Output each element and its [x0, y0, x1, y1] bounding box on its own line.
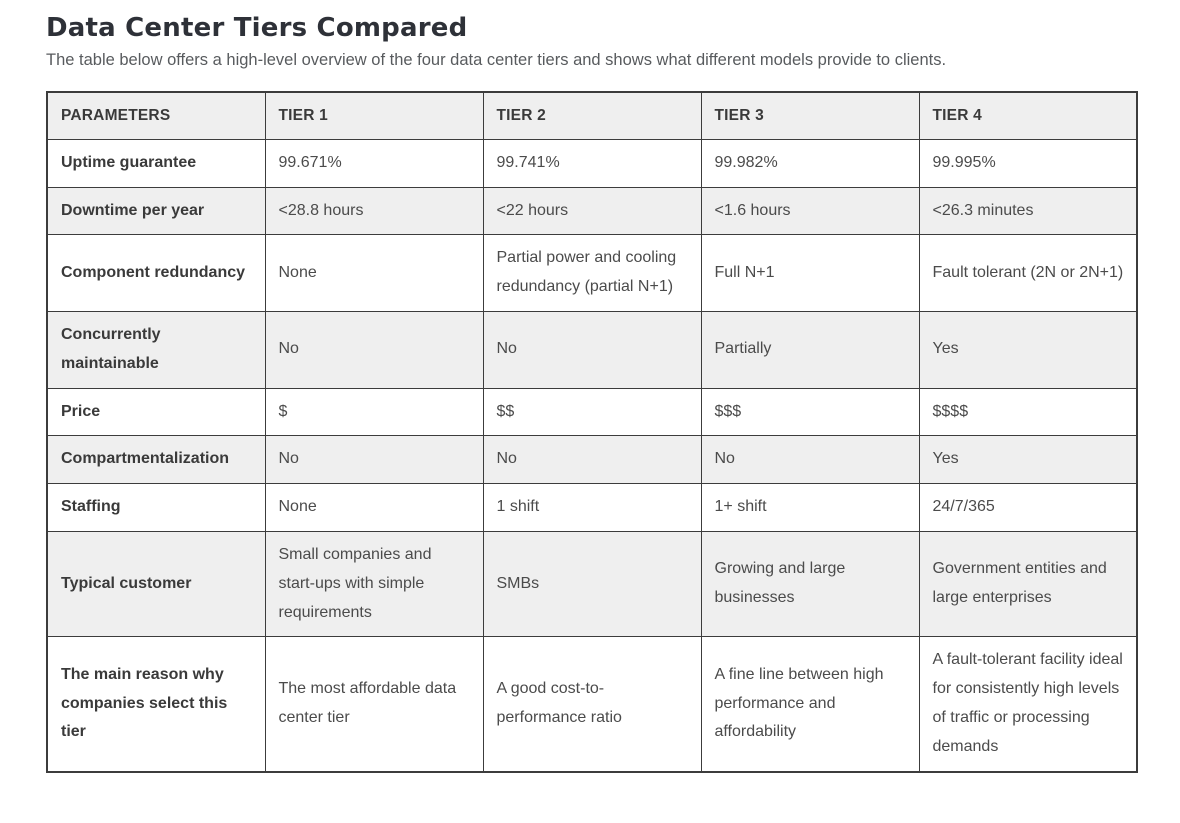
cell-value: <26.3 minutes	[918, 186, 1138, 236]
table-row: The main reason why companies select thi…	[46, 636, 1138, 773]
cell-value: No	[264, 435, 484, 485]
col-header-tier-4: TIER 4	[918, 91, 1138, 140]
row-label: Component redundancy	[46, 234, 266, 313]
header-row: PARAMETERS TIER 1 TIER 2 TIER 3 TIER 4	[46, 91, 1138, 140]
row-label: Typical customer	[46, 531, 266, 638]
col-header-tier-3: TIER 3	[700, 91, 920, 140]
cell-value: None	[264, 483, 484, 533]
cell-value: No	[482, 435, 702, 485]
cell-value: $$	[482, 387, 702, 437]
table-head: PARAMETERS TIER 1 TIER 2 TIER 3 TIER 4	[46, 91, 1138, 140]
row-label: Staffing	[46, 483, 266, 533]
cell-value: 99.995%	[918, 138, 1138, 188]
table-row: Price $ $$ $$$ $$$$	[46, 387, 1138, 437]
cell-value: A fine line between high performance and…	[700, 636, 920, 773]
col-header-tier-1: TIER 1	[264, 91, 484, 140]
page-subtitle: The table below offers a high-level over…	[46, 51, 947, 69]
table-row: Component redundancy None Partial power an…	[46, 234, 1138, 313]
row-label: Downtime per year	[46, 186, 266, 236]
cell-value: No	[482, 311, 702, 389]
cell-value: Partial power and cooling redundancy (pa…	[482, 234, 702, 313]
cell-value: Partially	[700, 311, 920, 389]
cell-value: None	[264, 234, 484, 313]
cell-value: 99.741%	[482, 138, 702, 188]
table-body: Uptime guarantee 99.671% 99.741% 99.982% 99.…	[46, 138, 1138, 773]
table-row: Compartmentalization No No No Yes	[46, 435, 1138, 485]
table-row: Downtime per year <28.8 hours <22 hours <1.…	[46, 186, 1138, 236]
cell-value: Government entities and large enterprise…	[918, 531, 1138, 638]
cell-value: $	[264, 387, 484, 437]
data-center-tiers-table: PARAMETERS TIER 1 TIER 2 TIER 3 TIER 4 Uptim…	[46, 91, 1138, 773]
cell-value: The most affordable data center tier	[264, 636, 484, 773]
cell-value: Full N+1	[700, 234, 920, 313]
table-row: Uptime guarantee 99.671% 99.741% 99.982% 99.…	[46, 138, 1138, 188]
cell-value: No	[700, 435, 920, 485]
row-label: The main reason why companies select thi…	[46, 636, 266, 773]
row-label: Compartmentalization	[46, 435, 266, 485]
cell-value: Fault tolerant (2N or 2N+1)	[918, 234, 1138, 313]
row-label: Concurrently maintainable	[46, 311, 266, 389]
cell-value: <1.6 hours	[700, 186, 920, 236]
cell-value: No	[264, 311, 484, 389]
table-row: Typical customer Small companies and star…	[46, 531, 1138, 638]
table-row: Concurrently maintainable No No Partially Ye…	[46, 311, 1138, 389]
cell-value: 24/7/365	[918, 483, 1138, 533]
cell-value: $$$$	[918, 387, 1138, 437]
cell-value: 1 shift	[482, 483, 702, 533]
cell-value: <22 hours	[482, 186, 702, 236]
col-header-parameters: PARAMETERS	[46, 91, 266, 140]
cell-value: SMBs	[482, 531, 702, 638]
page-title: Data Center Tiers Compared	[46, 13, 468, 43]
table-row: Staffing None 1 shift 1+ shift 24/7/365	[46, 483, 1138, 533]
col-header-tier-2: TIER 2	[482, 91, 702, 140]
cell-value: A fault-tolerant facility ideal for cons…	[918, 636, 1138, 773]
cell-value: Yes	[918, 311, 1138, 389]
cell-value: A good cost-to-performance ratio	[482, 636, 702, 773]
cell-value: 99.671%	[264, 138, 484, 188]
cell-value: Yes	[918, 435, 1138, 485]
row-label: Uptime guarantee	[46, 138, 266, 188]
row-label: Price	[46, 387, 266, 437]
cell-value: 1+ shift	[700, 483, 920, 533]
cell-value: Growing and large businesses	[700, 531, 920, 638]
cell-value: <28.8 hours	[264, 186, 484, 236]
cell-value: Small companies and start-ups with simpl…	[264, 531, 484, 638]
cell-value: $$$	[700, 387, 920, 437]
cell-value: 99.982%	[700, 138, 920, 188]
